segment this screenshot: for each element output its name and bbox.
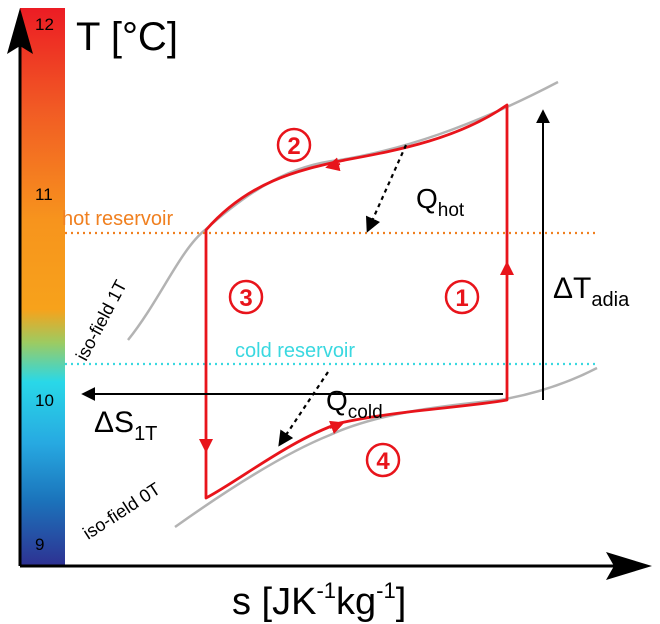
cycle-arrow-step-4 <box>328 420 345 435</box>
step-3-label: 3 <box>239 285 252 312</box>
y-axis-label: T [°C] <box>76 15 178 59</box>
x-axis-label: s [JK-1kg-1] <box>232 578 406 623</box>
temperature-colorbar <box>20 8 65 566</box>
cold-reservoir-label: cold reservoir <box>235 340 355 362</box>
tick-label-12: 12 <box>35 15 54 34</box>
q-cold-label: Qcold <box>326 385 383 423</box>
step-2-marker: 2 <box>276 127 312 163</box>
iso-field-0t-label: iso-field 0T <box>79 479 164 544</box>
step-1-label: 1 <box>455 285 468 312</box>
step-4-label: 4 <box>376 448 390 475</box>
tick-label-11: 11 <box>35 185 53 204</box>
step-4-marker: 4 <box>365 442 401 478</box>
x-axis-arrowhead <box>606 552 652 580</box>
delta-t-adia-label: ΔTadia <box>553 272 630 311</box>
q-hot-label: Qhot <box>416 183 465 221</box>
q-cold-arrow <box>278 371 329 447</box>
iso-field-1t-curve <box>127 80 559 341</box>
hot-reservoir-label: hot reservoir <box>62 208 173 230</box>
delta-s-label: ΔS1T <box>94 406 157 445</box>
q-hot-arrow <box>365 144 408 233</box>
y-axis-arrowhead <box>7 8 33 54</box>
tick-label-10: 10 <box>35 391 54 410</box>
step-2-label: 2 <box>287 133 300 160</box>
cycle-arrow-step-2 <box>325 157 341 172</box>
tick-label-9: 9 <box>35 535 44 554</box>
iso-field-1t-label: iso-field 1T <box>72 277 131 364</box>
step-3-marker: 3 <box>228 279 264 315</box>
step-1-marker: 1 <box>444 279 480 315</box>
